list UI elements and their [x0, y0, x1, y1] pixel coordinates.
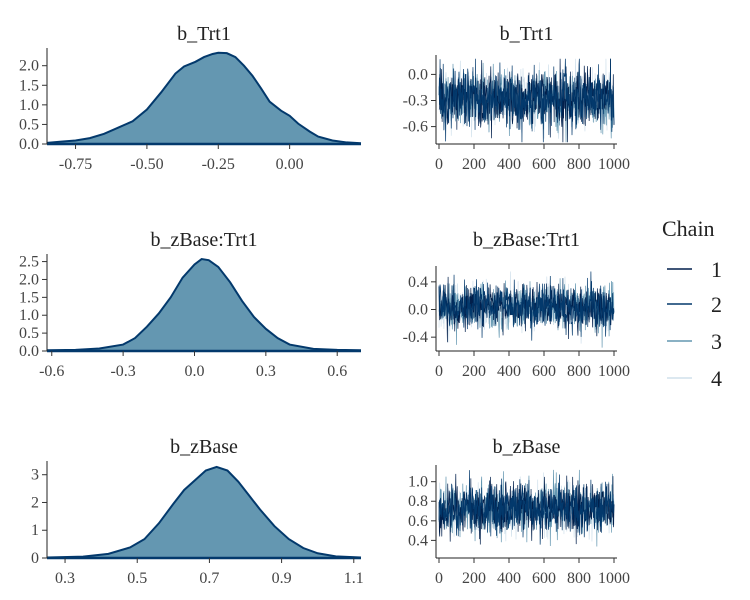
trace-x-tick-label: 800 [567, 156, 591, 173]
density-curve [46, 51, 362, 145]
x-tick-label: 0.3 [256, 363, 276, 380]
trace-y-tick-label: 0.0 [408, 302, 428, 319]
trace-x-tick-label: 0 [435, 156, 443, 173]
trace-x-tick-label: 200 [462, 156, 486, 173]
y-tick-label: 0 [31, 550, 39, 567]
trace-y-tick-label: 0.0 [408, 66, 428, 83]
x-tick-label: -0.50 [130, 156, 163, 173]
y-tick-label: 2 [31, 494, 39, 511]
trace-y-tick-label: 0.6 [408, 513, 428, 530]
trace-chain-2 [438, 470, 615, 545]
trace-x-tick-label: 600 [532, 570, 556, 587]
trace-x-tick-label: 800 [567, 363, 591, 380]
trace-y-tick-label: 0.4 [408, 274, 428, 291]
x-tick-label: -0.6 [39, 363, 64, 380]
trace-x-tick-label: 0 [435, 363, 443, 380]
x-tick-label: -0.25 [202, 156, 235, 173]
trace-title: b_Trt1 [500, 23, 554, 45]
trace-y-tick-label: -0.6 [403, 119, 428, 136]
x-tick-label: 0.00 [276, 156, 304, 173]
y-tick-label: 0.5 [19, 116, 39, 133]
legend-label-chain-4: 4 [711, 366, 722, 391]
density-title: b_zBase:Trt1 [150, 229, 257, 251]
density-curve [46, 465, 362, 559]
x-tick-label: 0.0 [184, 363, 204, 380]
trace-x-tick-label: 1000 [598, 363, 630, 380]
density-area [47, 466, 361, 558]
y-tick-label: 1.0 [19, 97, 39, 114]
trace-x-tick-label: 200 [462, 570, 486, 587]
trace-title: b_zBase [493, 436, 561, 458]
density-area [47, 52, 361, 144]
x-tick-label: 0.7 [199, 570, 219, 587]
trace-x-tick-label: 400 [497, 363, 521, 380]
x-tick-label: 0.6 [327, 363, 347, 380]
legend-title: Chain [662, 216, 715, 241]
density-area [47, 259, 361, 351]
legend-label-chain-2: 2 [711, 292, 722, 317]
x-tick-label: -0.75 [59, 156, 92, 173]
trace-x-tick-label: 1000 [598, 570, 630, 587]
y-tick-label: 0.0 [19, 136, 39, 153]
trace-chain-2 [438, 271, 615, 341]
trace-x-tick-label: 800 [567, 570, 591, 587]
trace-y-tick-label: -0.3 [403, 93, 428, 110]
x-tick-label: 0.9 [272, 570, 292, 587]
y-tick-label: 3 [31, 467, 39, 484]
trace-chain-2 [438, 58, 615, 143]
trace-title: b_zBase:Trt1 [473, 229, 580, 251]
trace-x-tick-label: 400 [497, 156, 521, 173]
y-tick-label: 2.0 [19, 271, 39, 288]
y-tick-label: 0.5 [19, 325, 39, 342]
trace-x-tick-label: 400 [497, 570, 521, 587]
density-title: b_zBase [170, 436, 238, 458]
trace-y-tick-label: 1.0 [408, 474, 428, 491]
trace-x-tick-label: 1000 [598, 156, 630, 173]
y-tick-label: 2.5 [19, 254, 39, 271]
trace-x-tick-label: 600 [532, 363, 556, 380]
y-tick-label: 1.5 [19, 77, 39, 94]
y-tick-label: 1 [31, 522, 39, 539]
density-curve [46, 258, 362, 352]
x-tick-label: -0.3 [110, 363, 135, 380]
y-tick-label: 1.0 [19, 307, 39, 324]
trace-x-tick-label: 600 [532, 156, 556, 173]
y-tick-label: 2.0 [19, 58, 39, 75]
trace-x-tick-label: 200 [462, 363, 486, 380]
y-tick-label: 0.0 [19, 343, 39, 360]
trace-y-tick-label: -0.4 [403, 329, 428, 346]
trace-x-tick-label: 0 [435, 570, 443, 587]
density-title: b_Trt1 [177, 23, 231, 45]
x-tick-label: 1.1 [344, 570, 364, 587]
trace-y-tick-label: 0.4 [408, 532, 428, 549]
x-tick-label: 0.5 [127, 570, 147, 587]
legend-label-chain-3: 3 [711, 329, 722, 354]
x-tick-label: 0.3 [55, 570, 75, 587]
trace-y-tick-label: 0.8 [408, 493, 428, 510]
legend-label-chain-1: 1 [711, 257, 722, 282]
y-tick-label: 1.5 [19, 289, 39, 306]
